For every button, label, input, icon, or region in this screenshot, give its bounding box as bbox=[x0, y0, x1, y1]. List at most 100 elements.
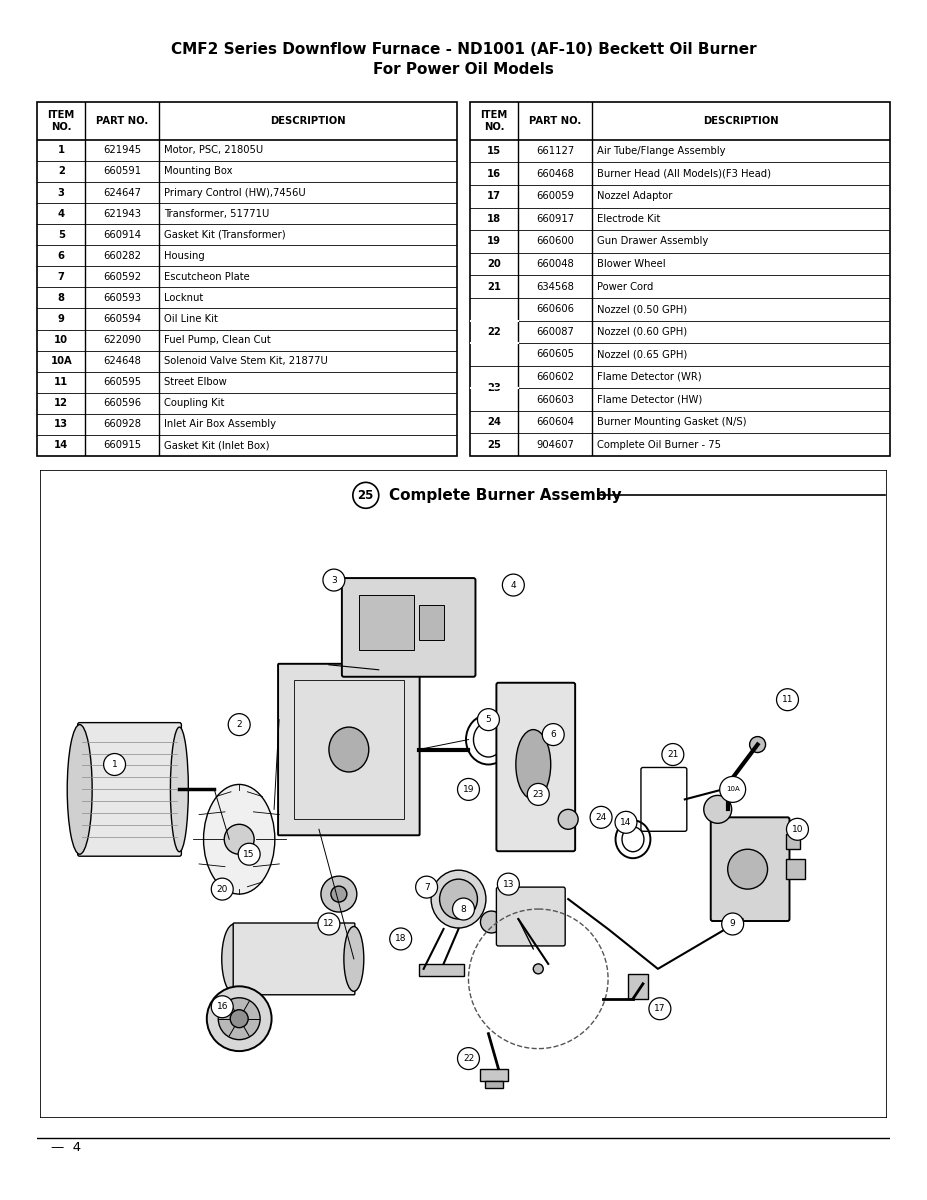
Bar bbox=[785, 834, 800, 850]
Circle shape bbox=[527, 784, 549, 805]
Circle shape bbox=[331, 886, 347, 902]
Text: Electrode Kit: Electrode Kit bbox=[597, 214, 660, 224]
Text: 10A: 10A bbox=[726, 786, 740, 792]
Text: 8: 8 bbox=[57, 293, 65, 302]
Ellipse shape bbox=[222, 924, 247, 994]
Text: 622090: 622090 bbox=[103, 335, 141, 346]
Text: 660594: 660594 bbox=[103, 314, 141, 324]
Text: 6: 6 bbox=[57, 251, 65, 260]
Text: 16: 16 bbox=[487, 169, 502, 179]
Text: 660914: 660914 bbox=[103, 229, 141, 240]
Circle shape bbox=[415, 876, 438, 898]
Text: 21: 21 bbox=[487, 282, 502, 292]
Circle shape bbox=[590, 806, 612, 828]
Circle shape bbox=[704, 796, 731, 823]
Text: 11: 11 bbox=[54, 377, 69, 388]
Text: 1: 1 bbox=[57, 145, 65, 156]
Text: Nozzel (0.65 GPH): Nozzel (0.65 GPH) bbox=[597, 349, 687, 359]
Text: DESCRIPTION: DESCRIPTION bbox=[703, 116, 779, 126]
Text: 24: 24 bbox=[487, 418, 502, 427]
Text: 13: 13 bbox=[54, 419, 69, 430]
Text: 621945: 621945 bbox=[103, 145, 141, 156]
Circle shape bbox=[211, 996, 234, 1018]
Bar bbox=[294, 679, 403, 820]
Text: 23: 23 bbox=[533, 790, 544, 799]
Text: 660603: 660603 bbox=[536, 395, 574, 404]
Text: 4: 4 bbox=[57, 209, 65, 218]
Text: 22: 22 bbox=[463, 1054, 474, 1063]
Circle shape bbox=[323, 569, 345, 592]
Text: 621943: 621943 bbox=[103, 209, 141, 218]
Text: Inlet Air Box Assembly: Inlet Air Box Assembly bbox=[164, 419, 276, 430]
Text: Nozzel (0.50 GPH): Nozzel (0.50 GPH) bbox=[597, 305, 687, 314]
Circle shape bbox=[502, 574, 525, 596]
Text: 10: 10 bbox=[54, 335, 69, 346]
Ellipse shape bbox=[171, 727, 188, 852]
Text: 660591: 660591 bbox=[103, 167, 141, 176]
Circle shape bbox=[777, 689, 798, 710]
Text: Oil Line Kit: Oil Line Kit bbox=[164, 314, 218, 324]
Text: 18: 18 bbox=[487, 214, 502, 224]
Text: 25: 25 bbox=[488, 439, 502, 450]
Text: Mounting Box: Mounting Box bbox=[164, 167, 233, 176]
Text: Air Tube/Flange Assembly: Air Tube/Flange Assembly bbox=[597, 146, 725, 156]
Text: 660602: 660602 bbox=[536, 372, 574, 382]
Circle shape bbox=[318, 913, 340, 935]
Ellipse shape bbox=[68, 725, 92, 854]
Circle shape bbox=[458, 779, 479, 800]
Text: 660600: 660600 bbox=[536, 236, 574, 246]
Text: Fuel Pump, Clean Cut: Fuel Pump, Clean Cut bbox=[164, 335, 271, 346]
Circle shape bbox=[558, 809, 578, 829]
Circle shape bbox=[533, 964, 543, 974]
Bar bbox=[785, 859, 806, 880]
Text: 17: 17 bbox=[654, 1004, 666, 1013]
Text: 11: 11 bbox=[781, 695, 794, 704]
FancyBboxPatch shape bbox=[234, 923, 355, 995]
Circle shape bbox=[104, 754, 125, 775]
Text: 24: 24 bbox=[595, 812, 606, 822]
Text: 660915: 660915 bbox=[103, 440, 141, 450]
Ellipse shape bbox=[431, 870, 486, 928]
Text: Street Elbow: Street Elbow bbox=[164, 377, 226, 388]
Text: 17: 17 bbox=[487, 191, 502, 202]
Text: Primary Control (HW),7456U: Primary Control (HW),7456U bbox=[164, 187, 306, 198]
Circle shape bbox=[228, 714, 250, 736]
Text: 660604: 660604 bbox=[536, 418, 574, 427]
FancyBboxPatch shape bbox=[278, 664, 420, 835]
Text: 21: 21 bbox=[667, 750, 679, 760]
Circle shape bbox=[458, 1048, 479, 1069]
Text: 4: 4 bbox=[511, 581, 516, 589]
Circle shape bbox=[452, 898, 475, 920]
Text: Housing: Housing bbox=[164, 251, 205, 260]
Text: 634568: 634568 bbox=[536, 282, 574, 292]
Text: 6: 6 bbox=[551, 730, 556, 739]
Circle shape bbox=[662, 744, 684, 766]
Text: 18: 18 bbox=[395, 935, 406, 943]
Text: Gasket Kit (Transformer): Gasket Kit (Transformer) bbox=[164, 229, 286, 240]
Text: ITEM
NO.: ITEM NO. bbox=[47, 110, 75, 132]
Text: 660595: 660595 bbox=[103, 377, 141, 388]
Text: 15: 15 bbox=[487, 146, 502, 156]
Circle shape bbox=[211, 878, 234, 900]
Text: Escutcheon Plate: Escutcheon Plate bbox=[164, 272, 249, 282]
Circle shape bbox=[615, 811, 637, 833]
Ellipse shape bbox=[230, 1009, 248, 1027]
Circle shape bbox=[728, 850, 768, 889]
Circle shape bbox=[719, 776, 745, 803]
Text: 660917: 660917 bbox=[536, 214, 574, 224]
Ellipse shape bbox=[204, 785, 274, 894]
Text: Complete Oil Burner - 75: Complete Oil Burner - 75 bbox=[597, 439, 721, 450]
Ellipse shape bbox=[474, 722, 503, 757]
Text: 8: 8 bbox=[461, 905, 466, 913]
Text: 7: 7 bbox=[424, 883, 429, 892]
Text: 661127: 661127 bbox=[536, 146, 574, 156]
Text: 14: 14 bbox=[54, 440, 69, 450]
Text: 1: 1 bbox=[111, 760, 118, 769]
Text: Motor, PSC, 21805U: Motor, PSC, 21805U bbox=[164, 145, 263, 156]
Text: 19: 19 bbox=[463, 785, 475, 794]
Ellipse shape bbox=[439, 880, 477, 919]
Text: Coupling Kit: Coupling Kit bbox=[164, 398, 224, 408]
Text: 660087: 660087 bbox=[536, 326, 574, 337]
Text: 22: 22 bbox=[488, 326, 501, 337]
Circle shape bbox=[321, 876, 357, 912]
